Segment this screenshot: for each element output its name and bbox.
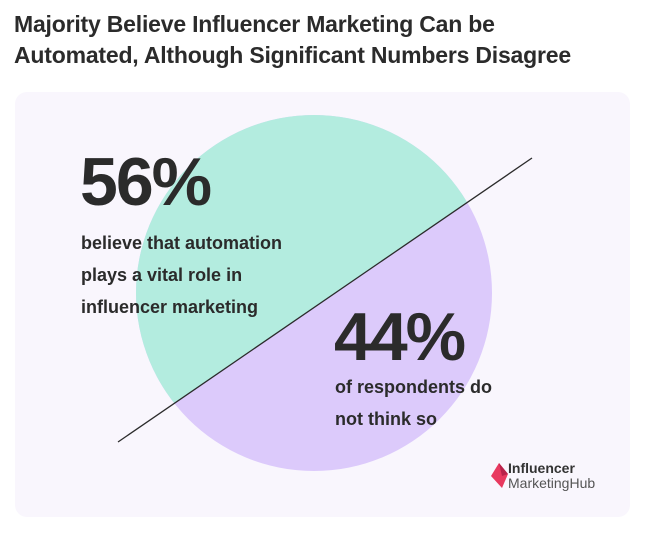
agree-desc-line: plays a vital role in <box>81 265 243 285</box>
title-line-1: Majority Believe Influencer Marketing Ca… <box>14 11 495 37</box>
agree-desc-line: believe that automation <box>81 233 283 253</box>
title-line-2: Automated, Although Significant Numbers … <box>14 42 571 68</box>
disagree-description: of respondents do not think so <box>335 371 492 435</box>
chart-title: Majority Believe Influencer Marketing Ca… <box>14 9 654 71</box>
disagree-desc-line: of respondents do <box>335 377 492 397</box>
logo-line-1: Influencer <box>508 460 575 476</box>
divider-line <box>117 157 533 443</box>
agree-percent-label: 56% <box>80 144 212 220</box>
agree-desc-line: influencer marketing <box>81 297 259 317</box>
agree-description: believe that automation plays a vital ro… <box>81 227 282 323</box>
disagree-percent-label: 44% <box>334 299 466 375</box>
logo-line-2b: Hub <box>569 475 596 491</box>
logo-line-2a: Marketing <box>508 475 570 491</box>
disagree-desc-line: not think so <box>335 409 437 429</box>
influencer-marketing-hub-logo: Influencer MarketingHub <box>508 461 595 491</box>
